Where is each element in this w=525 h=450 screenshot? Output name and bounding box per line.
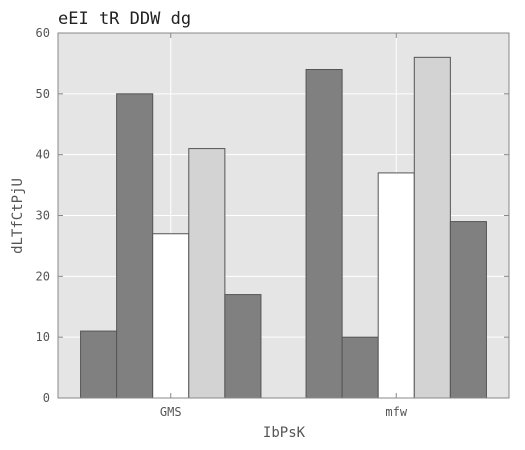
bar-mfw-2 — [341, 336, 379, 399]
y-tick-label-5: 50 — [36, 87, 50, 101]
bar-GMS-4 — [188, 148, 226, 399]
bar-GMS-1 — [80, 330, 118, 399]
bar-mfw-3 — [377, 172, 415, 399]
bar-GMS-2 — [116, 93, 154, 399]
y-tick-label-0: 0 — [43, 391, 50, 405]
bar-mfw-1 — [305, 69, 343, 399]
bar-mfw-5 — [449, 221, 487, 399]
x-tick-label-mfw: mfw — [385, 405, 407, 419]
y-axis-label: dLTfCtPjU — [10, 178, 26, 254]
y-axis-ticks: 0 10 20 30 40 50 60 — [36, 26, 509, 405]
y-tick-label-4: 40 — [36, 148, 50, 162]
y-tick-label-1: 10 — [36, 330, 50, 344]
bar-GMS-5 — [224, 294, 262, 399]
chart-title: eEI tR DDW dg — [58, 9, 191, 29]
x-axis-label: IbPsK — [263, 425, 306, 441]
y-tick-label-6: 60 — [36, 26, 50, 40]
bar-GMS-3 — [152, 233, 190, 399]
y-tick-label-2: 20 — [36, 269, 50, 283]
x-axis-ticks: GMS mfw — [160, 33, 408, 419]
x-tick-label-GMS: GMS — [160, 405, 182, 419]
y-tick-label-3: 30 — [36, 209, 50, 223]
bar-mfw-4 — [413, 56, 451, 399]
